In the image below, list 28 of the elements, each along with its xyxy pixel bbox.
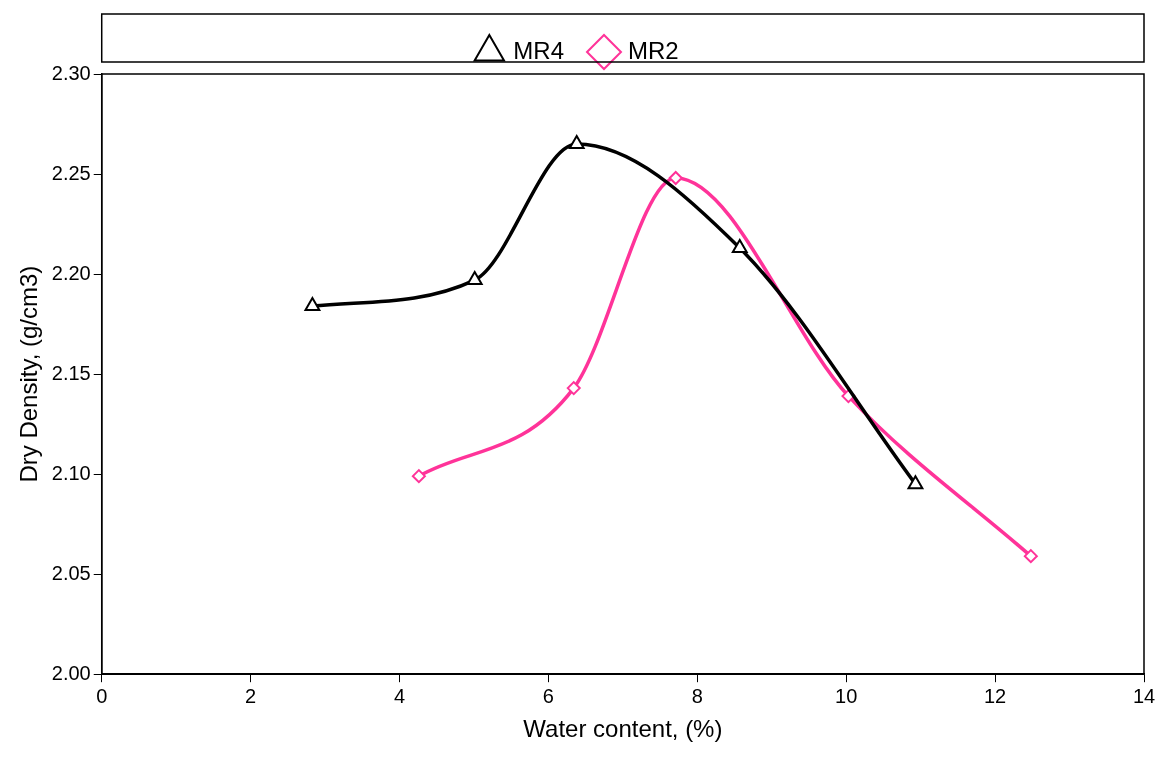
point: [907, 475, 924, 490]
y-tick-label: 2.25: [51, 161, 91, 184]
x-tick-label: 0: [96, 684, 108, 707]
y-tick-label: 2.00: [51, 661, 91, 684]
x-tick-label: 2: [245, 684, 257, 707]
x-tick-label: 4: [393, 684, 406, 707]
y-tick-label: 2.20: [51, 261, 91, 284]
legend-label: MR4: [513, 36, 564, 64]
x-tick-label: 10: [835, 684, 858, 707]
point: [411, 469, 426, 484]
x-axis-title: Water content, (%): [523, 715, 723, 743]
point: [466, 271, 483, 286]
legend-label: MR2: [628, 36, 679, 64]
y-tick-label: 2.05: [51, 561, 91, 584]
x-tick-label: 6: [542, 684, 554, 707]
x-tick-label: 8: [691, 684, 703, 707]
point: [668, 171, 683, 186]
point: [566, 381, 581, 396]
y-axis-title: Dry Density, (g/cm3): [15, 265, 43, 483]
x-tick-label: 12: [983, 684, 1007, 707]
y-tick-label: 2.15: [51, 361, 91, 384]
point: [731, 239, 748, 254]
y-tick-label: 2.30: [51, 61, 91, 84]
point: [568, 135, 585, 150]
y-tick-label: 2.10: [51, 461, 91, 484]
x-tick-label: 14: [1132, 684, 1156, 707]
point: [1023, 549, 1038, 564]
point: [304, 297, 321, 312]
